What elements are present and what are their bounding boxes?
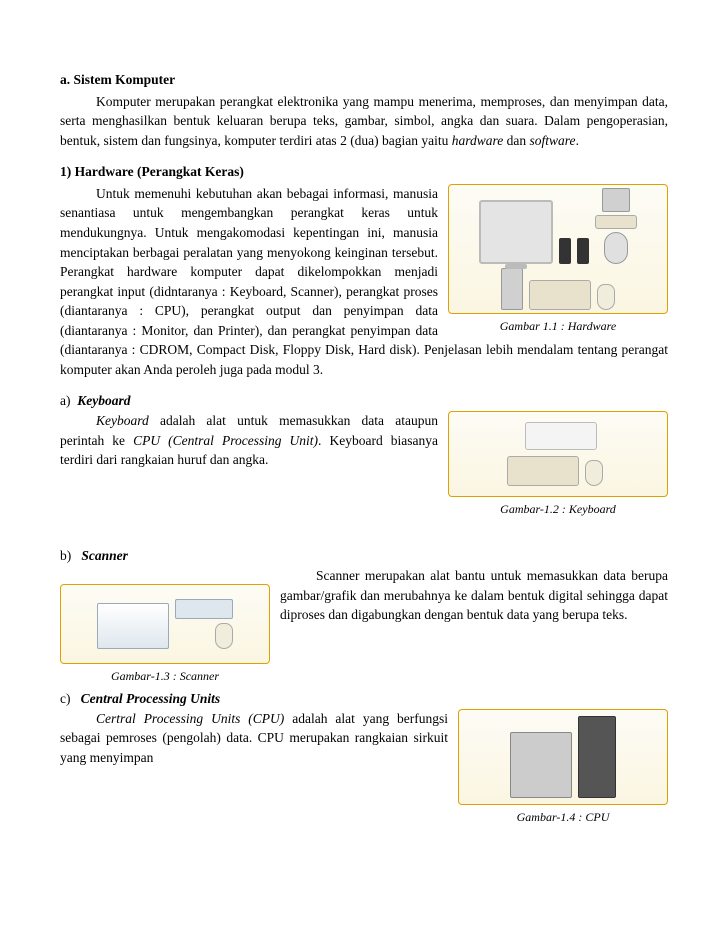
term-hardware: hardware xyxy=(452,133,504,148)
tower-icon xyxy=(501,268,523,310)
hardware-para: Gambar 1.1 : Hardware Untuk memenuhi keb… xyxy=(60,184,668,380)
figure-1-1-caption: Gambar 1.1 : Hardware xyxy=(448,318,668,335)
section-a-para: Komputer merupakan perangkat elektronika… xyxy=(60,92,668,151)
cpu-term-full: Certral Processing Units (CPU) xyxy=(96,711,284,726)
scanner-icon xyxy=(175,599,233,619)
scanner-open-icon xyxy=(97,603,169,649)
figure-1-4-caption: Gambar-1.4 : CPU xyxy=(458,809,668,826)
server-icon xyxy=(510,732,572,798)
speaker-icon xyxy=(577,238,589,264)
keyboard-icon xyxy=(507,456,579,486)
keyboard-term: Keyboard xyxy=(96,413,149,428)
section-a-title: a. Sistem Komputer xyxy=(60,70,668,90)
scanner-title: b) Scanner xyxy=(60,546,668,566)
cpu-para: Gambar-1.4 : CPU Certral Processing Unit… xyxy=(60,709,668,826)
figure-1-3: Gambar-1.3 : Scanner xyxy=(60,584,270,685)
cpu-tower-icon xyxy=(578,716,616,798)
hardware-title: 1) Hardware (Perangkat Keras) xyxy=(60,162,668,182)
section-a-text-b: dan xyxy=(503,133,529,148)
scanner-text: Scanner merupakan alat bantu untuk memas… xyxy=(280,568,668,622)
mouse-icon xyxy=(597,284,615,310)
monitor-icon xyxy=(479,200,553,264)
speaker-icon xyxy=(559,238,571,264)
document-page: a. Sistem Komputer Komputer merupakan pe… xyxy=(0,0,728,942)
figure-1-4: Gambar-1.4 : CPU xyxy=(458,709,668,826)
cpu-term: CPU (Central Processing Unit) xyxy=(133,433,318,448)
mouse-icon xyxy=(215,623,233,649)
mini-peripherals xyxy=(595,188,637,264)
figure-1-2-caption: Gambar-1.2 : Keyboard xyxy=(448,501,668,518)
keyboard-title: a) Keyboard xyxy=(60,391,668,411)
scanner-para: Gambar-1.3 : Scanner Scanner merupakan a… xyxy=(60,566,668,685)
mouse-icon xyxy=(585,460,603,486)
keyboard-icon xyxy=(529,280,591,310)
term-software: software xyxy=(530,133,576,148)
cpu-title: c) Central Processing Units xyxy=(60,689,668,709)
keyboard-para: Gambar-1.2 : Keyboard Keyboard adalah al… xyxy=(60,411,668,518)
figure-1-1: Gambar 1.1 : Hardware xyxy=(448,184,668,335)
figure-1-2: Gambar-1.2 : Keyboard xyxy=(448,411,668,518)
section-a-text-c: . xyxy=(576,133,579,148)
figure-1-3-caption: Gambar-1.3 : Scanner xyxy=(60,668,270,685)
keyboard-icon xyxy=(525,422,597,450)
